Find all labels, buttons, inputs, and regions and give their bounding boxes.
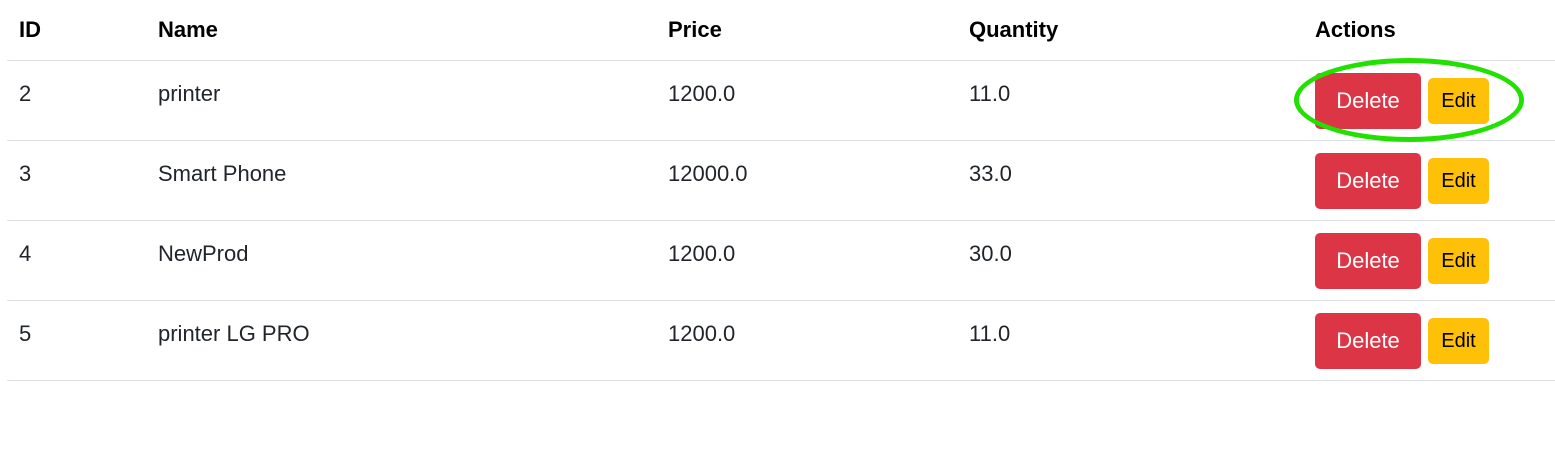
cell-name: printer (146, 60, 656, 141)
row-actions: Delete Edit (1315, 313, 1555, 369)
row-actions: Delete Edit (1315, 73, 1555, 129)
table-row: 5 printer LG PRO 1200.0 11.0 Delete Edit (7, 300, 1555, 381)
delete-button[interactable]: Delete (1315, 153, 1421, 209)
cell-price-text: 12000.0 (668, 161, 748, 186)
header-row: ID Name Price Quantity Actions (7, 0, 1555, 61)
cell-id-text: 2 (19, 81, 32, 106)
row-actions: Delete Edit (1315, 153, 1555, 209)
header-actions: Actions (1303, 0, 1555, 61)
edit-button[interactable]: Edit (1428, 238, 1489, 284)
cell-quantity-text: 11.0 (969, 81, 1011, 106)
header-price: Price (656, 0, 957, 61)
cell-id-text: 5 (19, 321, 32, 346)
cell-quantity: 33.0 (957, 140, 1303, 221)
cell-price: 1200.0 (656, 220, 957, 301)
cell-actions: Delete Edit (1303, 60, 1555, 141)
cell-name-text: NewProd (158, 241, 249, 266)
cell-name: Smart Phone (146, 140, 656, 221)
delete-button[interactable]: Delete (1315, 313, 1421, 369)
cell-price: 1200.0 (656, 60, 957, 141)
cell-name-text: printer (158, 81, 221, 106)
cell-actions: Delete Edit (1303, 140, 1555, 221)
cell-price-text: 1200.0 (668, 241, 736, 266)
edit-button[interactable]: Edit (1428, 78, 1489, 124)
cell-quantity: 11.0 (957, 300, 1303, 381)
cell-price: 12000.0 (656, 140, 957, 221)
cell-price: 1200.0 (656, 300, 957, 381)
cell-id: 3 (7, 140, 146, 221)
edit-button[interactable]: Edit (1428, 158, 1489, 204)
table-body: 2 printer 1200.0 11.0 Delete Edit 3 Smar… (7, 60, 1555, 381)
cell-quantity-text: 33.0 (969, 161, 1012, 186)
cell-price-text: 1200.0 (668, 81, 736, 106)
table-row: 2 printer 1200.0 11.0 Delete Edit (7, 60, 1555, 141)
cell-actions: Delete Edit (1303, 220, 1555, 301)
table-row: 4 NewProd 1200.0 30.0 Delete Edit (7, 220, 1555, 301)
cell-id-text: 3 (19, 161, 32, 186)
cell-price-text: 1200.0 (668, 321, 736, 346)
header-id: ID (7, 0, 146, 61)
delete-button[interactable]: Delete (1315, 233, 1421, 289)
cell-actions: Delete Edit (1303, 300, 1555, 381)
cell-name-text: Smart Phone (158, 161, 287, 186)
table-header: ID Name Price Quantity Actions (7, 0, 1555, 61)
row-actions: Delete Edit (1315, 233, 1555, 289)
cell-quantity-text: 30.0 (969, 241, 1012, 266)
cell-quantity: 11.0 (957, 60, 1303, 141)
cell-id: 2 (7, 60, 146, 141)
cell-id-text: 4 (19, 241, 32, 266)
table-row: 3 Smart Phone 12000.0 33.0 Delete Edit (7, 140, 1555, 221)
cell-quantity: 30.0 (957, 220, 1303, 301)
cell-id: 5 (7, 300, 146, 381)
cell-name: printer LG PRO (146, 300, 656, 381)
cell-id: 4 (7, 220, 146, 301)
delete-button[interactable]: Delete (1315, 73, 1421, 129)
header-name: Name (146, 0, 656, 61)
header-quantity: Quantity (957, 0, 1303, 61)
cell-name: NewProd (146, 220, 656, 301)
cell-quantity-text: 11.0 (969, 321, 1011, 346)
cell-name-text: printer LG PRO (158, 321, 310, 346)
edit-button[interactable]: Edit (1428, 318, 1489, 364)
products-table: ID Name Price Quantity Actions 2 printer… (7, 0, 1555, 381)
